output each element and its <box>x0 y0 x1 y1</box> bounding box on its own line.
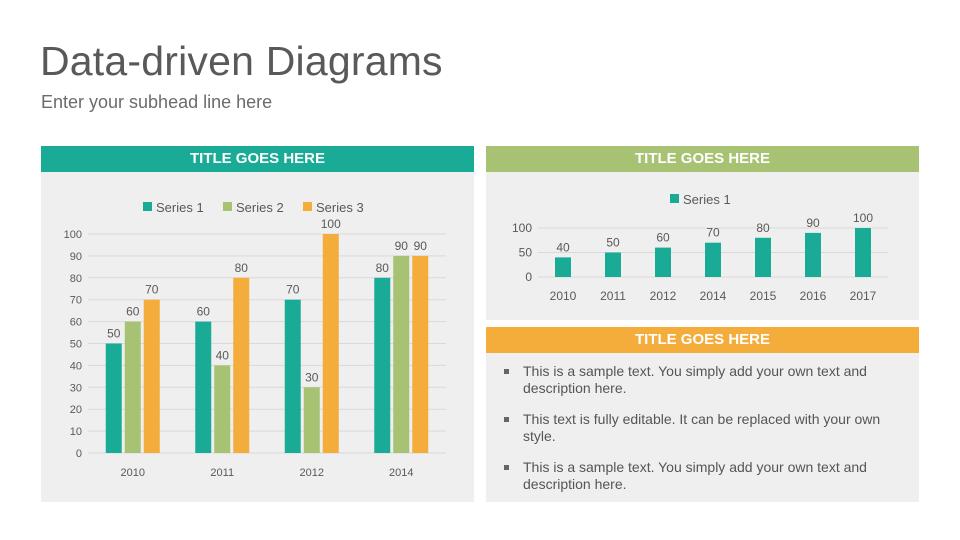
data-label: 70 <box>286 283 300 297</box>
x-tick-label: 2012 <box>650 289 677 303</box>
legend-swatch <box>670 194 679 203</box>
bar <box>284 299 301 453</box>
x-tick-label: 2014 <box>700 289 727 303</box>
bullet-list: This is a sample text. You simply add yo… <box>486 353 919 493</box>
bar <box>303 387 320 453</box>
x-tick-label: 2017 <box>850 289 877 303</box>
legend-swatch <box>143 202 152 211</box>
legend-swatch <box>223 202 232 211</box>
grouped-bar-chart: 0 10 20 30 40 50 60 70 80 90 100 Series 1 Series 2 Se… <box>64 200 446 479</box>
bar <box>393 255 410 453</box>
bar <box>214 365 231 453</box>
right-top-panel-header: TITLE GOES HERE <box>486 146 919 172</box>
y-tick-label: 20 <box>70 404 82 416</box>
data-label: 80 <box>235 261 249 275</box>
y-tick-label: 50 <box>519 246 533 260</box>
data-label: 100 <box>321 217 341 231</box>
bar <box>855 228 871 277</box>
y-tick-label: 50 <box>70 339 82 351</box>
y-tick-label: 90 <box>70 251 82 263</box>
y-tick-label: 80 <box>70 273 82 285</box>
bar <box>124 321 141 453</box>
data-label: 40 <box>216 348 230 362</box>
data-label: 50 <box>107 327 121 341</box>
slide-subhead: Enter your subhead line here <box>41 92 273 112</box>
data-label: 90 <box>395 239 409 253</box>
bar <box>322 234 339 453</box>
bar <box>412 255 429 453</box>
slide-title: Data-driven Diagrams <box>40 38 443 84</box>
left-panel-header: TITLE GOES HERE <box>41 146 474 172</box>
bullet-text: This text is fully editable. It can be r… <box>523 411 881 444</box>
y-tick-label: 0 <box>525 270 532 284</box>
data-label: 60 <box>197 305 211 319</box>
data-label: 70 <box>145 283 159 297</box>
left-chart-panel: TITLE GOES HERE 0 10 20 30 40 50 60 70 80 90 100 Se… <box>41 146 474 502</box>
data-label: 80 <box>376 261 390 275</box>
legend-label: Series 3 <box>316 200 364 215</box>
data-label: 90 <box>806 216 820 230</box>
bullet-square-icon <box>504 369 509 374</box>
bar <box>143 299 160 453</box>
data-label: 50 <box>606 236 620 250</box>
data-label: 70 <box>706 226 720 240</box>
right-top-chart-panel: TITLE GOES HERE 0 50 100 Series 1 40 2010 50 20… <box>486 146 919 320</box>
single-series-bar-chart: 0 50 100 Series 1 40 2010 50 2011 60 2012 70 2014 80… <box>512 192 888 303</box>
bar <box>374 277 391 453</box>
x-tick-label: 2016 <box>800 289 827 303</box>
right-bottom-panel-header: TITLE GOES HERE <box>486 327 919 353</box>
legend-label: Series 2 <box>236 200 284 215</box>
x-tick-label: 2011 <box>600 289 626 303</box>
bullet-text: This is a sample text. You simply add yo… <box>523 459 867 492</box>
y-tick-label: 10 <box>70 426 82 438</box>
y-tick-label: 0 <box>76 448 82 460</box>
data-label: 80 <box>756 221 770 235</box>
legend-label: Series 1 <box>683 192 731 207</box>
data-label: 60 <box>656 231 670 245</box>
data-label: 60 <box>126 305 140 319</box>
x-tick-label: 2015 <box>750 289 777 303</box>
bar <box>605 252 621 277</box>
x-tick-label: 2010 <box>550 289 577 303</box>
bar <box>555 257 571 277</box>
legend-swatch <box>303 202 312 211</box>
x-tick-label: 2010 <box>121 467 145 479</box>
data-label: 30 <box>305 370 319 384</box>
bullet-item: This is a sample text. You simply add yo… <box>504 363 899 397</box>
bar <box>233 277 250 453</box>
x-tick-label: 2011 <box>210 467 234 479</box>
bar <box>755 237 771 277</box>
bar <box>195 321 212 453</box>
x-tick-label: 2014 <box>389 467 413 479</box>
bar <box>805 232 821 277</box>
bar <box>655 247 671 277</box>
bullet-square-icon <box>504 465 509 470</box>
bullet-square-icon <box>504 417 509 422</box>
right-bottom-text-panel: TITLE GOES HERE This is a sample text. Y… <box>486 327 919 502</box>
y-tick-label: 40 <box>70 360 82 372</box>
data-label: 90 <box>414 239 428 253</box>
x-tick-label: 2012 <box>300 467 324 479</box>
data-label: 100 <box>853 211 873 225</box>
bar <box>705 242 721 277</box>
y-tick-label: 100 <box>64 229 82 241</box>
legend-label: Series 1 <box>156 200 204 215</box>
y-tick-label: 30 <box>70 382 82 394</box>
bullet-item: This is a sample text. You simply add yo… <box>504 459 899 493</box>
data-label: 40 <box>556 240 570 254</box>
bullet-text: This is a sample text. You simply add yo… <box>523 363 867 396</box>
bar <box>105 343 122 453</box>
y-tick-label: 100 <box>512 221 532 235</box>
y-tick-label: 60 <box>70 317 82 329</box>
bullet-item: This text is fully editable. It can be r… <box>504 411 899 445</box>
y-tick-label: 70 <box>70 295 82 307</box>
